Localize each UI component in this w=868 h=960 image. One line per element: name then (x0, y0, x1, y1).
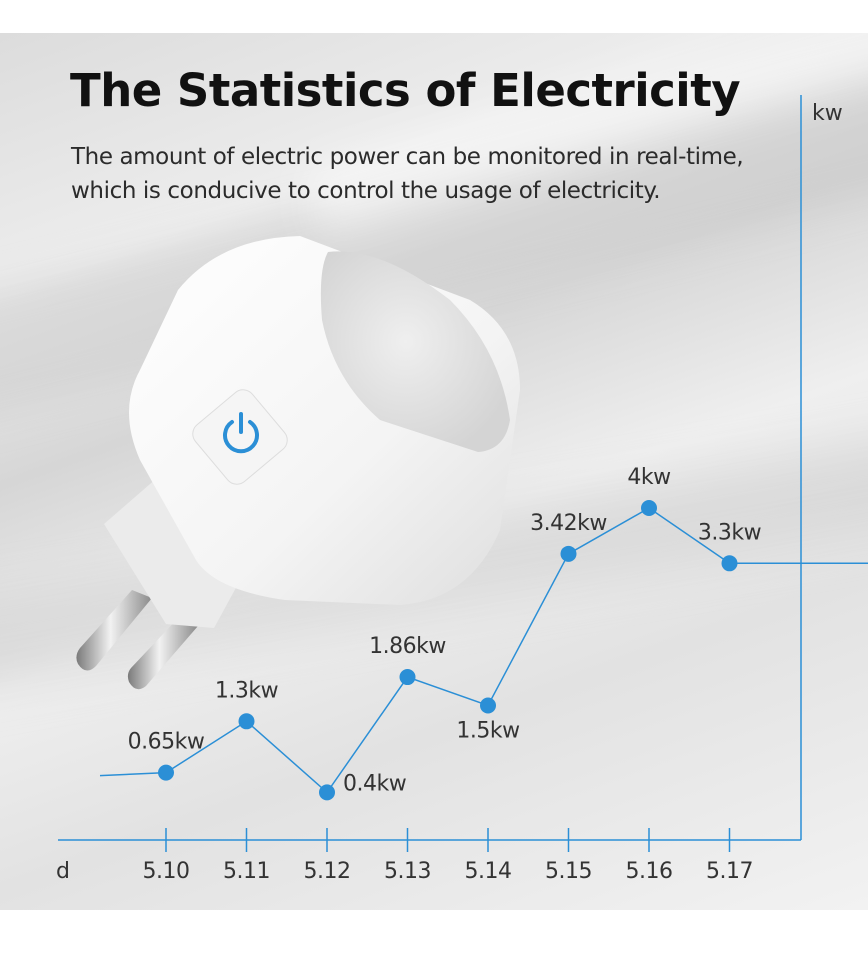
data-point (238, 713, 255, 730)
socket-face (320, 251, 510, 452)
x-tick-label: 5.15 (545, 859, 592, 884)
x-tick-label: 5.16 (626, 859, 673, 884)
data-point (480, 697, 496, 714)
data-point (158, 764, 174, 781)
page-title: The Statistics of Electricity (70, 64, 741, 117)
data-label: 0.4kw (343, 771, 407, 796)
data-label: 1.5kw (456, 719, 520, 744)
data-label: 0.65kw (128, 730, 205, 755)
y-axis-label: kw (812, 101, 843, 126)
x-tick-label: 5.14 (465, 859, 512, 884)
power-icon (223, 412, 259, 454)
data-label: 3.42kw (530, 511, 607, 536)
data-point (721, 555, 738, 572)
x-tick-label: 5.12 (304, 859, 351, 884)
series-line (165, 507, 730, 794)
data-point (641, 500, 657, 516)
x-tick-label: 5.10 (143, 859, 190, 884)
data-point (399, 669, 416, 686)
x-tick-label: 5.17 (706, 859, 753, 884)
plug-pin (127, 616, 198, 690)
data-label: 3.3kw (698, 520, 762, 545)
x-tick-label: 5.13 (384, 859, 431, 884)
data-point (560, 545, 577, 562)
data-point (319, 784, 335, 801)
plug-pin (76, 590, 152, 671)
data-label: 1.3kw (215, 678, 279, 703)
data-label: 4kw (627, 465, 671, 490)
x-axis-label: d (56, 859, 70, 884)
power-button (192, 389, 288, 485)
page-subtitle: The amount of electric power can be moni… (71, 144, 744, 204)
x-tick-label: 5.11 (223, 859, 270, 884)
series-line-lead-in (99, 771, 167, 777)
data-label: 1.86kw (369, 634, 446, 659)
